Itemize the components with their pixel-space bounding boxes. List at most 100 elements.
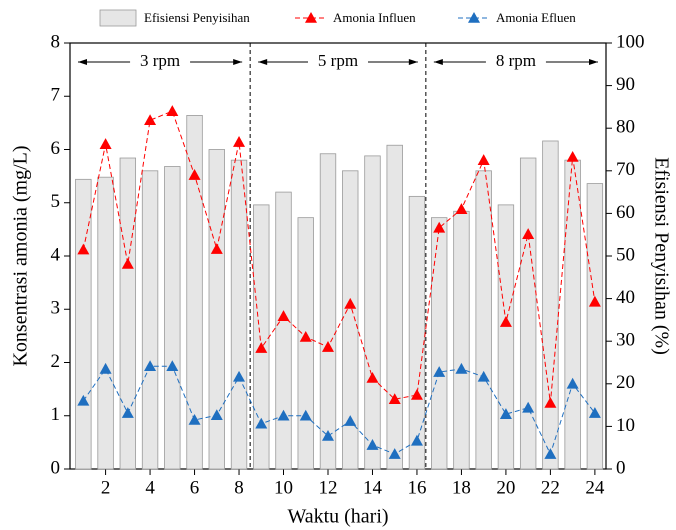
bar (253, 204, 270, 470)
y2-tick-label: 10 (616, 415, 635, 436)
y-tick-label: 4 (51, 244, 61, 265)
arrow-head (258, 59, 268, 65)
x-axis-title: Waktu (hari) (287, 506, 388, 528)
arrow-head (78, 59, 87, 65)
bar (408, 195, 426, 470)
bar (497, 204, 515, 470)
legend-marker (468, 12, 480, 23)
marker (277, 310, 290, 321)
arrow-head (233, 59, 243, 65)
bar (386, 144, 403, 470)
x-tick-label: 12 (318, 477, 337, 498)
marker (77, 394, 90, 406)
y-tick-label: 8 (51, 31, 61, 52)
series-line (82, 110, 596, 404)
marker (166, 105, 179, 116)
series-line (82, 365, 596, 456)
annotation-bg (485, 51, 546, 73)
x-tick-label: 6 (190, 477, 200, 498)
x-tick-label: 16 (407, 477, 426, 498)
x-tick-label: 2 (101, 477, 111, 498)
bar (431, 217, 448, 470)
legend-label: Amonia Influen (333, 10, 416, 25)
marker (366, 371, 379, 383)
legend-item: Amonia Influen (295, 10, 416, 25)
x-tick-label: 4 (145, 477, 155, 498)
annotation: 8 rpm (496, 51, 536, 70)
marker (455, 203, 468, 214)
marker (433, 221, 446, 233)
marker (499, 408, 512, 419)
marker (522, 401, 535, 413)
bar (208, 149, 225, 470)
legend-label: Efisiensi Penyisihan (144, 10, 250, 25)
bar (564, 159, 581, 470)
marker (299, 330, 312, 342)
y-tick-label: 0 (51, 457, 61, 478)
marker (499, 316, 512, 327)
bar (453, 210, 470, 470)
marker (321, 341, 334, 352)
y2-tick-label: 0 (616, 457, 626, 478)
bar (297, 217, 314, 470)
bar (586, 183, 604, 470)
marker (522, 228, 535, 239)
marker (255, 417, 268, 429)
legend-label: Amonia Efluen (496, 10, 576, 25)
marker (433, 366, 446, 377)
marker (299, 409, 312, 421)
legend-item: Efisiensi Penyisihan (99, 9, 250, 27)
marker (233, 136, 246, 147)
legend-swatch (99, 9, 137, 27)
annotation-bg (130, 51, 191, 73)
marker (410, 388, 423, 400)
bar (542, 140, 559, 470)
marker (388, 393, 401, 405)
annotation: 5 rpm (318, 51, 358, 70)
bar (230, 159, 248, 470)
marker (188, 169, 201, 180)
y-tick-label: 1 (51, 404, 61, 425)
marker (121, 407, 134, 418)
x-tick-label: 10 (274, 477, 293, 498)
y-axis-title: Konsentrasi amonia (mg/L) (10, 145, 32, 366)
x-tick-label: 18 (452, 477, 471, 498)
arrow-head (408, 59, 418, 65)
y-tick-label: 2 (51, 351, 61, 372)
marker (544, 448, 557, 459)
arrow-head (433, 59, 443, 65)
x-tick-label: 8 (234, 477, 244, 498)
marker (477, 370, 490, 382)
marker (144, 114, 157, 126)
y2-tick-label: 50 (616, 244, 635, 265)
x-tick-label: 20 (496, 477, 515, 498)
bar (519, 157, 537, 470)
marker (321, 429, 334, 441)
marker (99, 362, 112, 374)
marker (477, 154, 490, 165)
marker (566, 377, 579, 389)
bar (319, 153, 337, 470)
bar (119, 157, 137, 470)
marker (77, 243, 90, 255)
marker (210, 409, 223, 421)
annotation-bg (308, 51, 368, 73)
bar (97, 176, 114, 470)
legend-item: Amonia Efluen (458, 10, 576, 25)
y2-tick-label: 90 (616, 74, 635, 95)
marker (188, 414, 201, 425)
bar (186, 115, 203, 470)
bar (164, 166, 181, 470)
marker (366, 439, 379, 450)
marker (166, 360, 179, 372)
marker (255, 342, 268, 353)
marker (210, 243, 223, 254)
marker (144, 360, 157, 372)
y-tick-label: 7 (51, 85, 61, 106)
bar (475, 170, 492, 470)
marker (588, 407, 601, 418)
bar (364, 155, 381, 470)
y-tick-label: 5 (51, 191, 61, 212)
y2-tick-label: 100 (616, 31, 645, 52)
